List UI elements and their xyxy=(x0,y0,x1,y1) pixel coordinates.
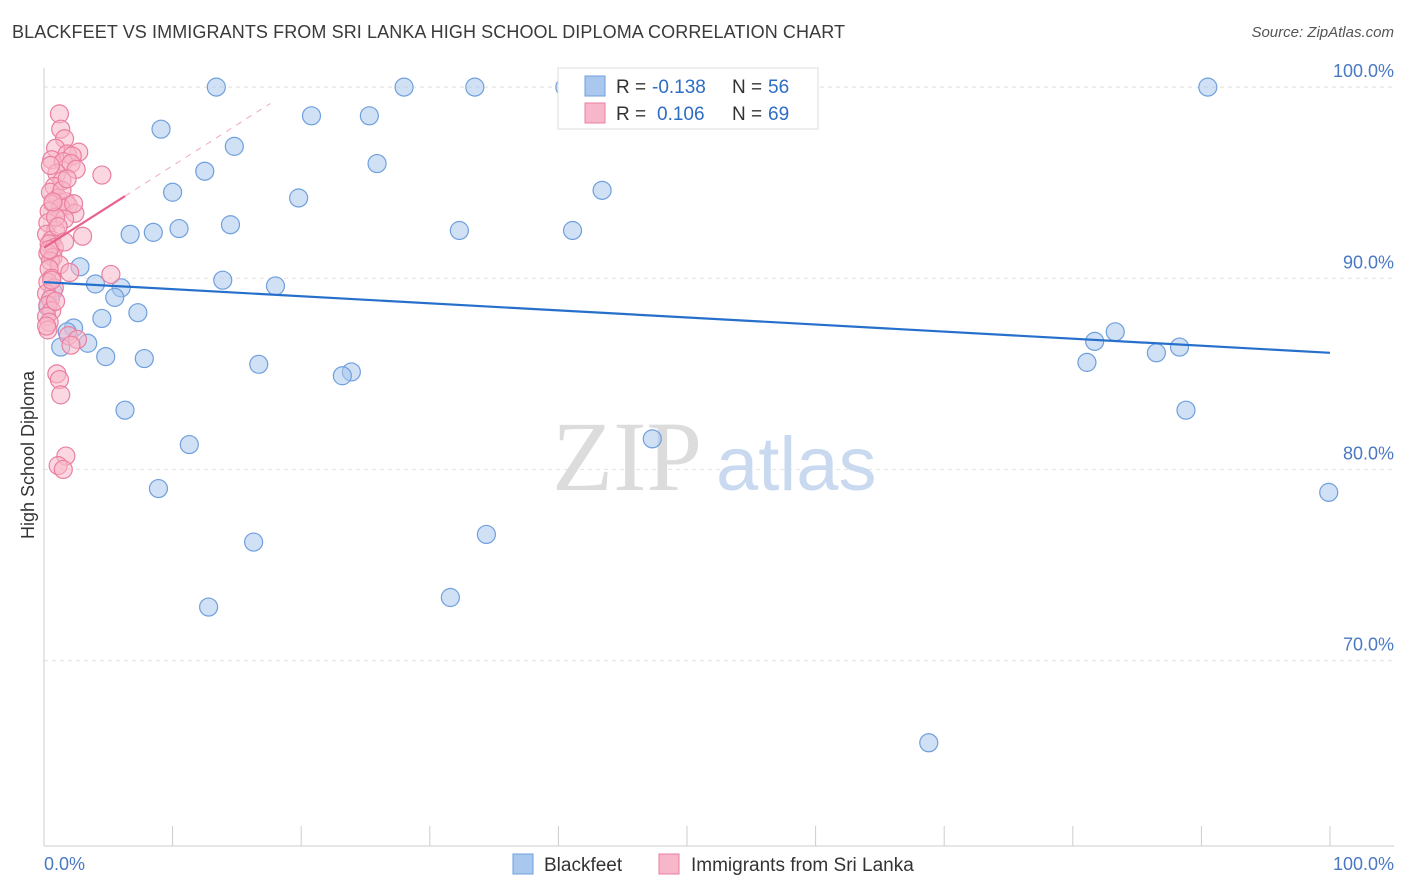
blackfeet-point xyxy=(359,106,379,126)
series-legend-swatch-sri-lanka xyxy=(658,853,680,875)
sri-lanka-point xyxy=(51,385,71,405)
sri-lanka-point xyxy=(72,226,93,246)
sri-lanka-trend-line xyxy=(43,195,126,249)
series-legend: Blackfeet Immigrants from Sri Lanka xyxy=(512,853,914,876)
sri-lanka-point xyxy=(60,262,80,283)
blackfeet-point xyxy=(249,354,269,374)
blackfeet-point xyxy=(169,218,189,239)
legend-r-value-blackfeet: -0.138 xyxy=(652,77,706,98)
blackfeet-point xyxy=(134,348,154,369)
blackfeet-point xyxy=(289,188,309,208)
blackfeet-point xyxy=(1077,352,1097,372)
blackfeet-point xyxy=(449,220,469,241)
tick-labels: 70.0% 80.0% 90.0% 100.0% 0.0% 100.0% xyxy=(44,61,1394,874)
sri-lanka-point xyxy=(57,169,77,189)
y-tick-label: 100.0% xyxy=(1333,61,1394,81)
data-points xyxy=(36,77,1339,753)
legend-n-value-sri-lanka: 69 xyxy=(768,104,789,125)
blackfeet-point xyxy=(220,215,241,235)
blackfeet-point xyxy=(592,180,612,200)
legend-r-value-sri-lanka: 0.106 xyxy=(657,104,705,125)
blackfeet-point xyxy=(367,153,387,174)
blackfeet-point xyxy=(1198,77,1218,97)
y-tick-label: 80.0% xyxy=(1343,443,1394,463)
blackfeet-point xyxy=(1146,343,1166,363)
series-legend-label-sri-lanka: Immigrants from Sri Lanka xyxy=(691,855,914,876)
sri-lanka-point xyxy=(92,165,112,185)
blackfeet-point xyxy=(642,429,662,449)
sri-lanka-point xyxy=(63,194,84,214)
legend-n-label-blackfeet: N = xyxy=(732,77,762,98)
trend-lines xyxy=(43,103,1331,354)
blackfeet-point xyxy=(206,77,226,97)
blackfeet-point xyxy=(562,220,583,241)
blackfeet-point xyxy=(1319,482,1339,502)
series-legend-swatch-blackfeet xyxy=(512,853,534,875)
legend-n-value-blackfeet: 56 xyxy=(768,77,789,98)
blackfeet-point xyxy=(476,524,496,545)
sri-lanka-point xyxy=(36,316,57,336)
blackfeet-point xyxy=(195,161,215,181)
x-tick-label-min: 0.0% xyxy=(44,854,85,874)
blackfeet-point xyxy=(213,270,233,290)
stats-legend: R = -0.138 N = 56 R = 0.106 N = 69 xyxy=(557,67,819,130)
blackfeet-trend-line xyxy=(43,280,1331,354)
blackfeet-point xyxy=(1169,337,1190,357)
blackfeet-point xyxy=(92,308,112,329)
blackfeet-point xyxy=(301,106,322,126)
watermark-zip: ZIP xyxy=(552,401,702,512)
y-tick-label: 70.0% xyxy=(1343,635,1394,655)
grid-lines xyxy=(44,86,1394,662)
blackfeet-point xyxy=(224,136,244,156)
blackfeet-point xyxy=(394,77,414,97)
x-tick-label-max: 100.0% xyxy=(1333,854,1394,874)
sri-lanka-point xyxy=(42,270,62,290)
legend-n-label-sri-lanka: N = xyxy=(732,104,762,125)
sri-lanka-point xyxy=(61,335,81,355)
blackfeet-point xyxy=(1105,322,1125,342)
sri-lanka-trend-extension xyxy=(124,103,271,197)
blackfeet-point xyxy=(143,222,163,242)
legend-swatch-sri-lanka xyxy=(584,102,606,124)
blackfeet-point xyxy=(465,77,485,97)
sri-lanka-point xyxy=(43,192,63,212)
blackfeet-point xyxy=(244,532,264,552)
blackfeet-point xyxy=(179,434,199,455)
blackfeet-point xyxy=(151,119,171,139)
blackfeet-point xyxy=(199,597,219,617)
blackfeet-point xyxy=(120,224,140,244)
legend-r-label-sri-lanka: R = xyxy=(616,104,646,125)
chart-title: BLACKFEET VS IMMIGRANTS FROM SRI LANKA H… xyxy=(12,22,846,42)
watermark: ZIP atlas xyxy=(552,401,877,512)
sri-lanka-point xyxy=(101,264,121,285)
blackfeet-point xyxy=(163,182,183,202)
blackfeet-point xyxy=(265,276,286,296)
blackfeet-point xyxy=(332,366,352,386)
blackfeet-point xyxy=(1176,400,1196,420)
y-axis-label: High School Diploma xyxy=(18,370,38,539)
blackfeet-point xyxy=(440,587,460,608)
sri-lanka-point xyxy=(40,155,61,176)
y-tick-label: 90.0% xyxy=(1343,252,1394,272)
blackfeet-point xyxy=(1085,331,1105,351)
chart-source: Source: ZipAtlas.com xyxy=(1251,24,1394,41)
sri-lanka-point xyxy=(45,291,66,311)
legend-r-label-blackfeet: R = xyxy=(616,77,646,98)
sri-lanka-point xyxy=(53,459,73,480)
blackfeet-point xyxy=(105,287,125,307)
watermark-atlas: atlas xyxy=(716,422,877,507)
blackfeet-point xyxy=(115,400,135,420)
sri-lanka-point xyxy=(39,239,59,260)
blackfeet-point xyxy=(919,733,939,753)
blackfeet-point xyxy=(128,303,148,323)
blackfeet-point xyxy=(148,478,169,499)
series-legend-label-blackfeet: Blackfeet xyxy=(544,855,623,876)
legend-swatch-blackfeet xyxy=(584,75,606,97)
blackfeet-point xyxy=(96,347,116,367)
